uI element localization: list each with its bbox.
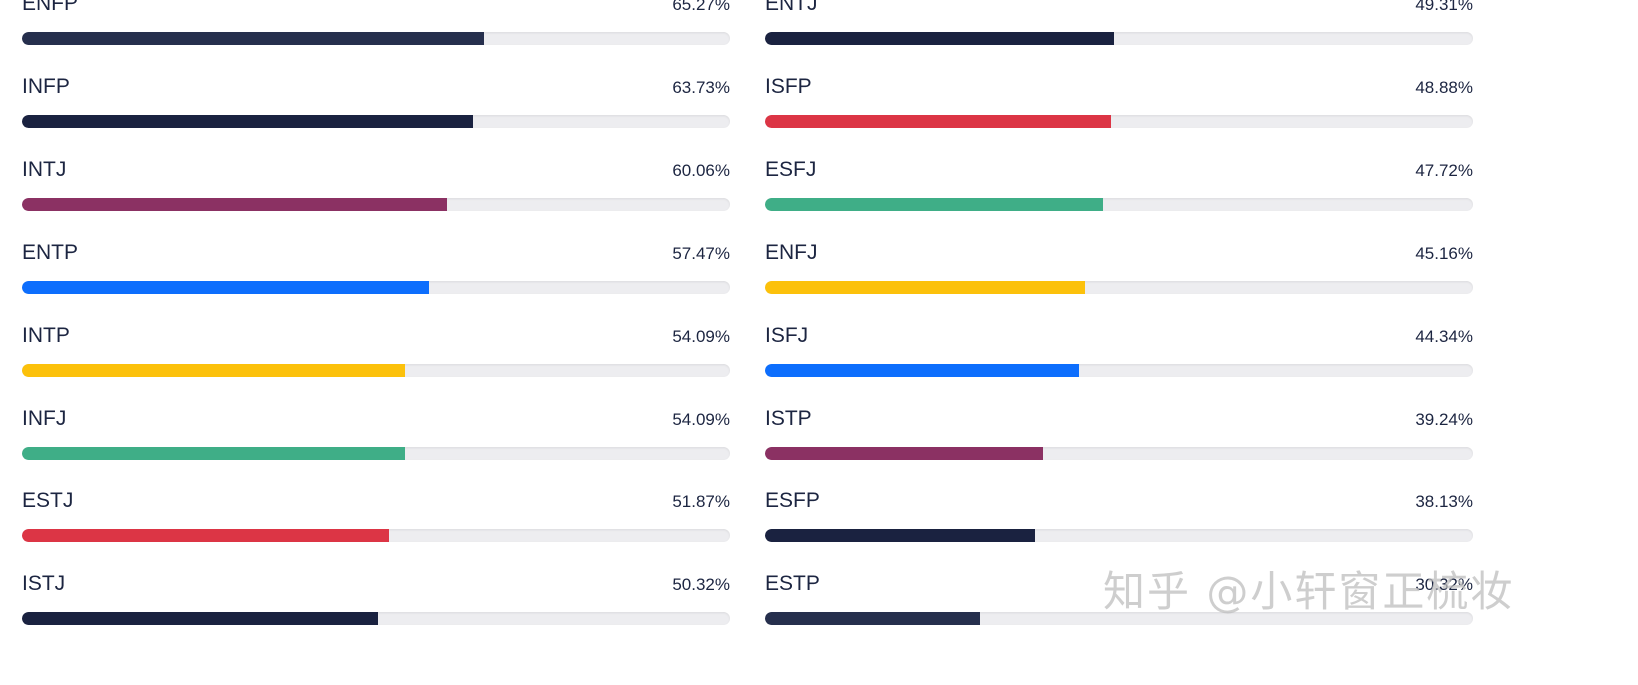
bar-track-enfp — [22, 32, 730, 45]
bar-fill-esfj — [765, 197, 1103, 211]
bar-fill-infj — [22, 446, 405, 460]
bar-track-estj — [22, 529, 730, 543]
bar-track-intj — [22, 197, 730, 211]
watermark-text: 知乎 @小轩窗正梳妆 — [1103, 567, 1515, 616]
bar-item-entp: ENTP 57.47% — [22, 241, 730, 301]
bar-track-enfj — [765, 280, 1473, 294]
bar-label-entj: ENTJ — [765, 0, 818, 15]
bar-fill-entp — [22, 280, 429, 294]
bar-track-isfj — [765, 363, 1473, 377]
bar-fill-infp — [22, 114, 474, 128]
bar-track-istj — [22, 612, 730, 626]
bar-label-istj: ISTJ — [22, 572, 66, 596]
bar-fill-estp — [765, 612, 980, 626]
bar-label-istp: ISTP — [765, 406, 812, 430]
bar-label-esfp: ESFP — [765, 489, 820, 513]
bar-item-infp: INFP 63.73% — [22, 75, 730, 135]
bar-fill-istj — [22, 612, 379, 626]
bar-value-enfp: 65.27% — [672, 0, 730, 14]
bar-label-intj: INTJ — [22, 157, 67, 181]
bar-track-infp — [22, 114, 730, 128]
bar-label-infp: INFP — [22, 74, 70, 98]
bar-fill-enfj — [765, 280, 1085, 294]
bar-item-estp: ESTP 30.32% — [765, 572, 1473, 632]
bar-item-isfj: ISFJ 44.34% — [765, 324, 1473, 384]
bar-track-istp — [765, 446, 1473, 460]
bar-item-istp: ISTP 39.24% — [765, 407, 1473, 467]
bar-value-istj: 50.32% — [672, 575, 730, 595]
bar-fill-isfp — [765, 114, 1112, 128]
bar-track-entj — [765, 32, 1473, 45]
bar-value-intj: 60.06% — [672, 160, 730, 180]
bar-fill-entj — [765, 32, 1115, 45]
bar-item-isfp: ISFP 48.88% — [765, 75, 1473, 135]
bar-fill-isfj — [765, 363, 1079, 377]
bar-fill-intp — [22, 363, 405, 377]
bar-label-entp: ENTP — [22, 240, 79, 264]
bar-value-esfp: 38.13% — [1415, 492, 1473, 512]
bar-item-infj: INFJ 54.09% — [22, 407, 730, 467]
bar-value-entj: 49.31% — [1415, 0, 1473, 14]
bar-track-infj — [22, 446, 730, 460]
bar-label-esfj: ESFJ — [765, 157, 817, 181]
bar-value-entp: 57.47% — [672, 243, 730, 263]
bar-label-estp: ESTP — [765, 572, 820, 596]
bar-label-infj: INFJ — [22, 406, 67, 430]
bar-value-isfp: 48.88% — [1415, 77, 1473, 97]
bar-fill-istp — [765, 446, 1043, 460]
bar-label-isfj: ISFJ — [765, 323, 809, 347]
bar-fill-enfp — [22, 32, 485, 45]
bar-item-esfj: ESFJ 47.72% — [765, 158, 1473, 218]
bar-item-istj: ISTJ 50.32% — [22, 572, 730, 632]
bar-value-infj: 54.09% — [672, 409, 730, 429]
bar-value-isfj: 44.34% — [1415, 326, 1473, 346]
bar-value-estj: 51.87% — [672, 492, 730, 512]
bar-label-intp: INTP — [22, 323, 70, 347]
bar-fill-intj — [22, 197, 448, 211]
bar-value-enfj: 45.16% — [1415, 243, 1473, 263]
bar-item-intj: INTJ 60.06% — [22, 158, 730, 218]
bar-fill-esfp — [765, 529, 1035, 543]
bar-value-infp: 63.73% — [672, 77, 730, 97]
bar-track-esfj — [765, 197, 1473, 211]
bar-label-estj: ESTJ — [22, 489, 74, 513]
bar-item-enfp: ENFP 65.27% — [22, 0, 730, 52]
bar-label-enfp: ENFP — [22, 0, 79, 15]
bar-value-istp: 39.24% — [1415, 409, 1473, 429]
bar-track-isfp — [765, 114, 1473, 128]
bar-item-enfj: ENFJ 45.16% — [765, 241, 1473, 301]
bar-item-esfp: ESFP 38.13% — [765, 489, 1473, 549]
bar-item-intp: INTP 54.09% — [22, 324, 730, 384]
bar-label-isfp: ISFP — [765, 74, 812, 98]
bar-value-esfj: 47.72% — [1415, 160, 1473, 180]
bar-value-intp: 54.09% — [672, 326, 730, 346]
bar-value-estp: 30.32% — [1415, 575, 1473, 595]
bar-track-entp — [22, 280, 730, 294]
bar-track-intp — [22, 363, 730, 377]
bar-track-estp — [765, 612, 1473, 626]
bar-item-estj: ESTJ 51.87% — [22, 489, 730, 549]
bar-track-esfp — [765, 529, 1473, 543]
bar-item-entj: ENTJ 49.31% — [765, 0, 1473, 52]
bar-fill-estj — [22, 529, 390, 543]
bar-label-enfj: ENFJ — [765, 240, 818, 264]
